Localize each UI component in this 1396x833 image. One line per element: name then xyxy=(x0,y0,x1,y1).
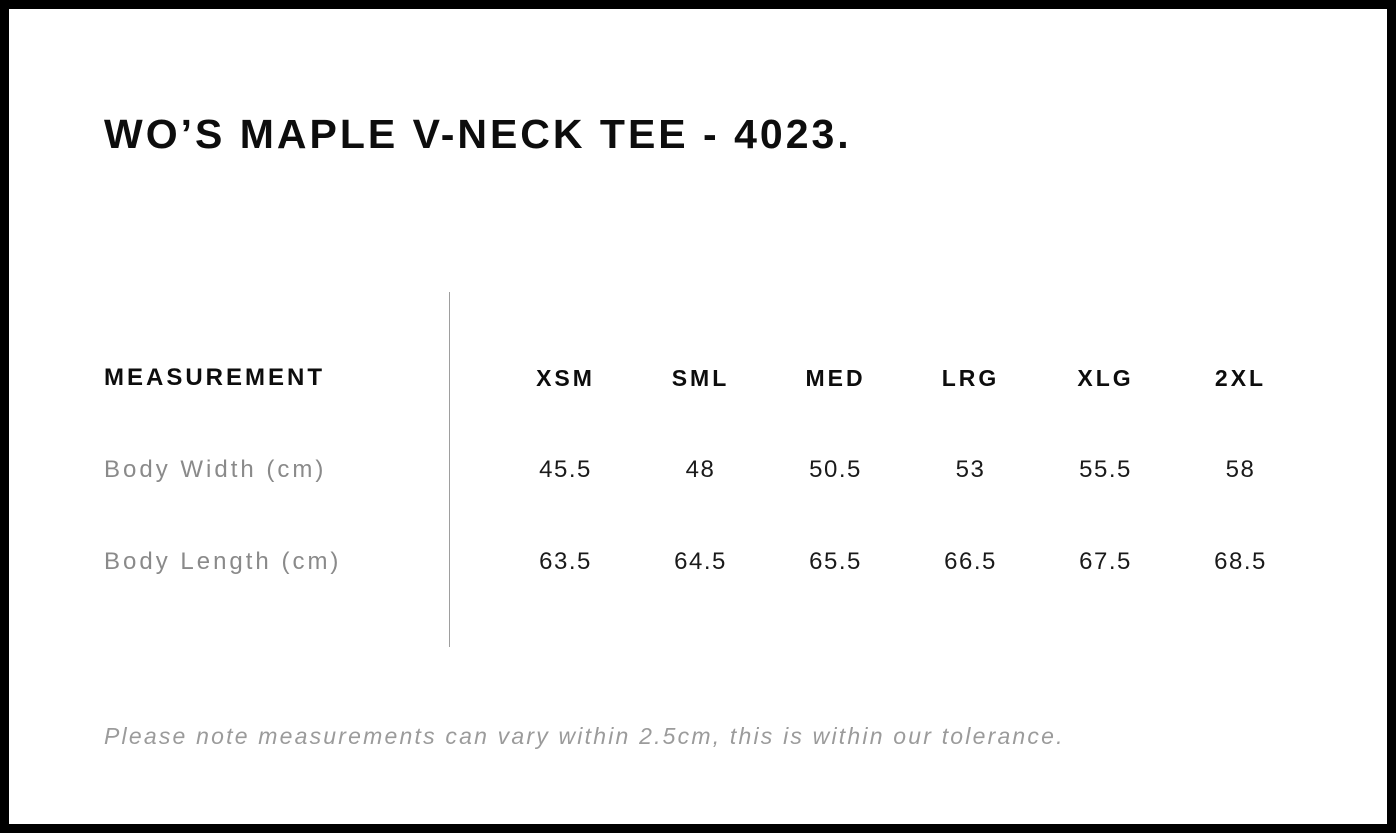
tolerance-note: Please note measurements can vary within… xyxy=(104,723,1065,749)
body-width-med: 50.5 xyxy=(809,456,862,483)
body-length-lrg: 66.5 xyxy=(944,548,997,575)
size-header-med: MED xyxy=(805,364,866,391)
body-length-sml: 64.5 xyxy=(674,548,727,575)
body-width-sml: 48 xyxy=(685,456,716,483)
row-label-body-length: Body Length (cm) xyxy=(104,548,342,575)
size-header-xsm: XSM xyxy=(536,364,595,391)
body-width-xlg: 55.5 xyxy=(1079,456,1132,483)
product-title: WO’S MAPLE V-NECK TEE - 4023. xyxy=(104,111,852,157)
body-length-2xl: 68.5 xyxy=(1214,548,1267,575)
measurement-column-header: MEASUREMENT xyxy=(104,364,326,391)
table-row-body-length: Body Length (cm) 63.5 64.5 65.5 66.5 67.… xyxy=(104,530,1308,594)
size-header-xlg: XLG xyxy=(1077,364,1134,391)
size-chart-table: MEASUREMENT XSM SML MED LRG XLG 2XL Body… xyxy=(104,292,1308,647)
body-length-xsm: 63.5 xyxy=(539,548,592,575)
body-width-xsm: 45.5 xyxy=(539,456,592,483)
table-vertical-divider xyxy=(449,292,450,647)
table-header-row: MEASUREMENT XSM SML MED LRG XLG 2XL xyxy=(104,346,1308,410)
size-header-sml: SML xyxy=(671,364,730,391)
body-width-lrg: 53 xyxy=(955,456,986,483)
size-header-2xl: 2XL xyxy=(1214,364,1267,391)
size-header-lrg: LRG xyxy=(941,364,1000,391)
table-row-body-width: Body Width (cm) 45.5 48 50.5 53 55.5 58 xyxy=(104,438,1308,502)
body-length-xlg: 67.5 xyxy=(1079,548,1132,575)
row-label-body-width: Body Width (cm) xyxy=(104,456,327,483)
body-width-2xl: 58 xyxy=(1225,456,1256,483)
body-length-med: 65.5 xyxy=(809,548,862,575)
